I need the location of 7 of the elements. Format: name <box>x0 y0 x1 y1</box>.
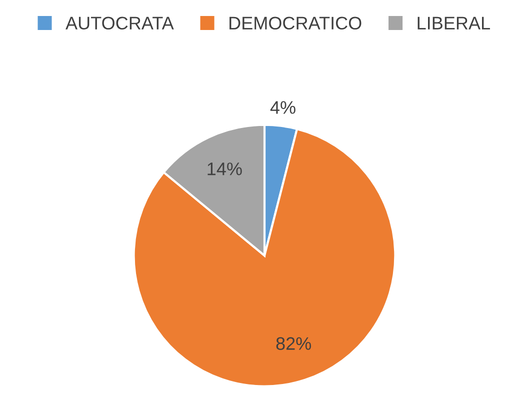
pie-slice <box>132 128 396 388</box>
legend-label: LIBERAL <box>418 16 490 30</box>
legend-label: DEMOCRATICO <box>230 16 362 30</box>
data-label: 4% <box>270 101 296 114</box>
legend-label: AUTOCRATA <box>66 16 174 30</box>
data-label: 14% <box>208 162 242 176</box>
data-label: 82% <box>276 337 312 350</box>
